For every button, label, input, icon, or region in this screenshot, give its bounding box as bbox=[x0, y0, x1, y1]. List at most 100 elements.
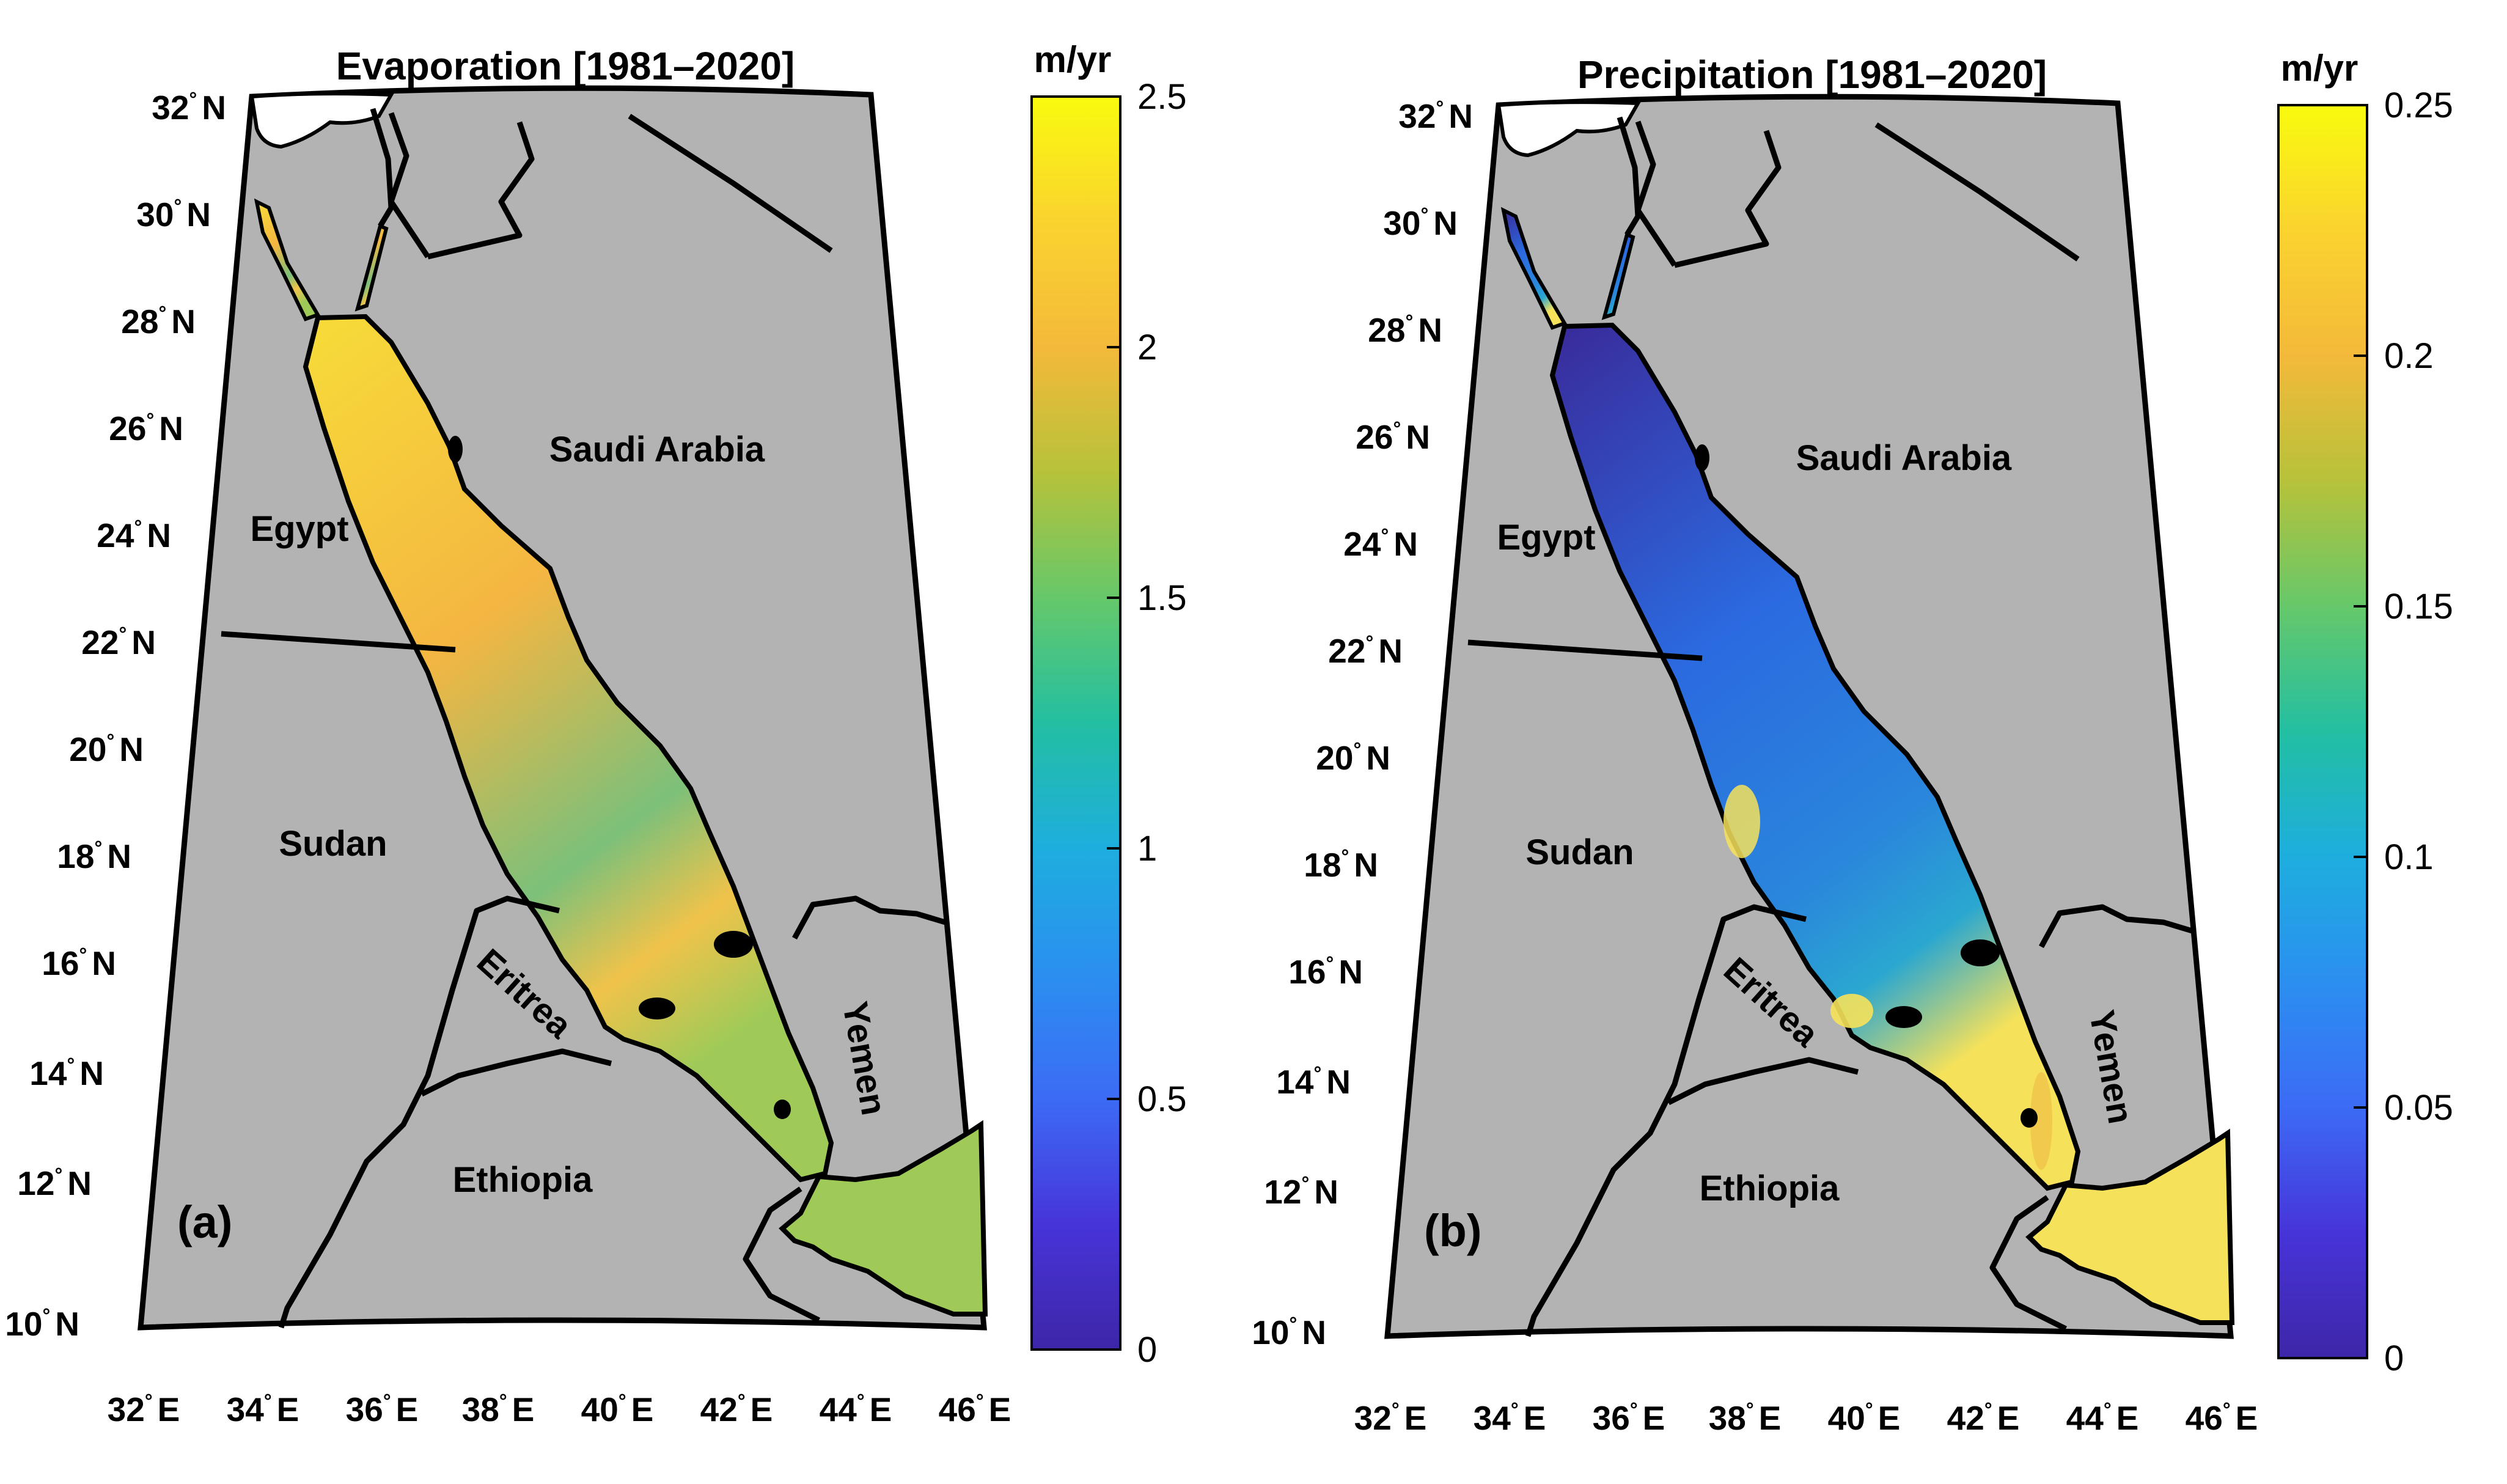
lon-tick-label: 38° E bbox=[462, 1390, 535, 1428]
lat-tick-label: 16° N bbox=[42, 944, 116, 982]
border-sinai bbox=[370, 108, 394, 228]
farasan-islands bbox=[1885, 1006, 1922, 1028]
colorbar-tick-label: 2.5 bbox=[1137, 77, 1187, 117]
colorbar: m/yr 0 0.05 0.1 0.15 0.2 0.25 bbox=[2277, 48, 2453, 1378]
lon-tick-label: 32° E bbox=[1354, 1398, 1427, 1437]
colorbar-tick-label: 0.25 bbox=[2384, 86, 2453, 125]
border-jordan-israel bbox=[1635, 120, 1677, 267]
border-sinai bbox=[1617, 116, 1641, 237]
hanish-islands bbox=[2021, 1108, 2038, 1128]
farasan-islands bbox=[639, 997, 675, 1019]
coastal-island bbox=[1695, 444, 1709, 471]
border-saudi-yemen bbox=[792, 895, 949, 940]
lat-tick-label: 18° N bbox=[57, 837, 131, 875]
lon-tick-label: 44° E bbox=[820, 1390, 892, 1428]
label-egypt: Egypt bbox=[1497, 518, 1595, 557]
colorbar-tick-label: 2 bbox=[1137, 328, 1157, 367]
lon-tick-label: 36° E bbox=[1593, 1398, 1665, 1437]
red-sea-body bbox=[1549, 322, 2081, 1191]
label-ethiopia: Ethiopia bbox=[1700, 1169, 1840, 1208]
colorbar-tick-label: 0.2 bbox=[2384, 336, 2434, 376]
lon-tick-label: 34° E bbox=[227, 1390, 299, 1428]
lon-tick-label: 36° E bbox=[346, 1390, 419, 1428]
colorbar-tick-label: 1.5 bbox=[1137, 578, 1187, 618]
colorbar-ticks: 0 0.5 1 1.5 2 2.5 bbox=[1107, 77, 1187, 1370]
colorbar-bar bbox=[2277, 104, 2368, 1359]
lat-tick-label: 28° N bbox=[1368, 310, 1442, 349]
lat-tick-label: 10° N bbox=[5, 1304, 79, 1343]
colorbar-tick-label: 0 bbox=[2384, 1339, 2404, 1378]
border-saudi-iraq bbox=[1874, 122, 2080, 262]
colorbar: m/yr 0 0.5 1 1.5 2 2.5 bbox=[1030, 39, 1187, 1370]
lon-tick-label: 32° E bbox=[108, 1390, 180, 1428]
latitude-labels: 32° N 30° N 28° N 26° N 24° N 22° N 20° N 18° N 16° N 14° N… bbox=[5, 88, 226, 1343]
lat-tick-label: 12° N bbox=[17, 1164, 92, 1202]
lat-tick-label: 22° N bbox=[81, 623, 156, 661]
lat-tick-label: 28° N bbox=[121, 302, 196, 340]
lon-tick-label: 42° E bbox=[1947, 1398, 2020, 1437]
border-eritrea-ethiopia bbox=[420, 1048, 612, 1097]
label-egypt: Egypt bbox=[250, 509, 348, 549]
lon-tick-label: 44° E bbox=[2066, 1398, 2139, 1437]
lon-tick-label: 40° E bbox=[1828, 1398, 1901, 1437]
panel-title: Precipitation [1981–2020] bbox=[1577, 53, 2047, 97]
hotspot-sudan-coast bbox=[1723, 785, 1760, 858]
border-saudi-jordan bbox=[1673, 130, 1782, 268]
lat-tick-label: 32° N bbox=[1398, 97, 1473, 135]
lon-tick-label: 34° E bbox=[1474, 1398, 1546, 1437]
lat-tick-label: 26° N bbox=[1356, 417, 1430, 456]
colorbar-tick-label: 0.5 bbox=[1137, 1079, 1187, 1119]
border-saudi-yemen bbox=[2039, 904, 2195, 949]
longitude-labels: 32° E 34° E 36° E 38° E 40° E 42° E 44° E 46° E bbox=[108, 1390, 1011, 1428]
gulf-of-aden bbox=[2025, 1128, 2235, 1325]
border-ethiopia-djibouti bbox=[743, 1186, 821, 1323]
border-egypt-sudan bbox=[1467, 639, 1703, 661]
country-borders bbox=[221, 108, 949, 1329]
hanish-islands bbox=[774, 1100, 791, 1119]
border-sudan-eritrea bbox=[1525, 904, 1807, 1337]
gulf-of-suez bbox=[254, 198, 321, 321]
border-ethiopia-djibouti bbox=[1989, 1195, 2068, 1332]
lat-tick-label: 30° N bbox=[1383, 204, 1458, 242]
lat-tick-label: 20° N bbox=[69, 730, 144, 768]
colorbar-bar bbox=[1030, 95, 1121, 1351]
lat-tick-label: 16° N bbox=[1288, 952, 1363, 991]
label-saudi-arabia: Saudi Arabia bbox=[549, 430, 765, 469]
gulf-of-suez bbox=[1500, 207, 1568, 330]
hotspot-yemen-coast bbox=[2030, 1072, 2052, 1170]
border-saudi-jordan bbox=[427, 121, 535, 260]
dahlak-islands bbox=[1961, 939, 2000, 966]
mediterranean-sea bbox=[1496, 100, 1642, 158]
gulf-of-aqaba bbox=[1601, 232, 1635, 320]
border-jordan-israel bbox=[388, 112, 430, 259]
lat-tick-label: 14° N bbox=[29, 1054, 104, 1092]
colorbar-tick-label: 0 bbox=[1137, 1330, 1157, 1370]
panel-b-precipitation: Saudi Arabia Egypt Sudan Eritrea Yemen E… bbox=[1252, 48, 2453, 1437]
border-eritrea-ethiopia bbox=[1667, 1057, 1859, 1106]
mediterranean-sea bbox=[249, 92, 395, 149]
lat-tick-label: 12° N bbox=[1264, 1172, 1338, 1211]
colorbar-unit: m/yr bbox=[2281, 48, 2358, 89]
longitude-labels: 32° E 34° E 36° E 38° E 40° E 42° E 44° E 46° E bbox=[1354, 1398, 2258, 1437]
label-saudi-arabia: Saudi Arabia bbox=[1796, 438, 2012, 478]
gulf-of-aqaba bbox=[354, 223, 389, 312]
lon-tick-label: 42° E bbox=[700, 1390, 773, 1428]
panel-title: Evaporation [1981–2020] bbox=[336, 44, 795, 88]
lat-tick-label: 10° N bbox=[1252, 1313, 1326, 1351]
colorbar-ticks: 0 0.05 0.1 0.15 0.2 0.25 bbox=[2354, 86, 2453, 1378]
lat-tick-label: 30° N bbox=[136, 195, 211, 233]
gulf-of-aden bbox=[779, 1120, 988, 1317]
lat-tick-label: 32° N bbox=[152, 88, 226, 127]
colorbar-tick-label: 0.05 bbox=[2384, 1088, 2453, 1128]
lon-tick-label: 40° E bbox=[581, 1390, 654, 1428]
lat-tick-label: 14° N bbox=[1276, 1062, 1351, 1101]
border-saudi-iraq bbox=[628, 114, 833, 253]
lat-tick-label: 24° N bbox=[97, 516, 171, 554]
hotspot-eritrea-coast bbox=[1830, 994, 1873, 1028]
latitude-labels: 32° N 30° N 28° N 26° N 24° N 22° N 20° N 18° N 16° N 14° N… bbox=[1252, 97, 1473, 1351]
lon-tick-label: 46° E bbox=[939, 1390, 1011, 1428]
panel-a-evaporation: Saudi Arabia Egypt Sudan Eritrea Yemen E… bbox=[5, 39, 1186, 1428]
label-sudan: Sudan bbox=[1525, 832, 1634, 872]
lat-tick-label: 20° N bbox=[1316, 738, 1390, 777]
